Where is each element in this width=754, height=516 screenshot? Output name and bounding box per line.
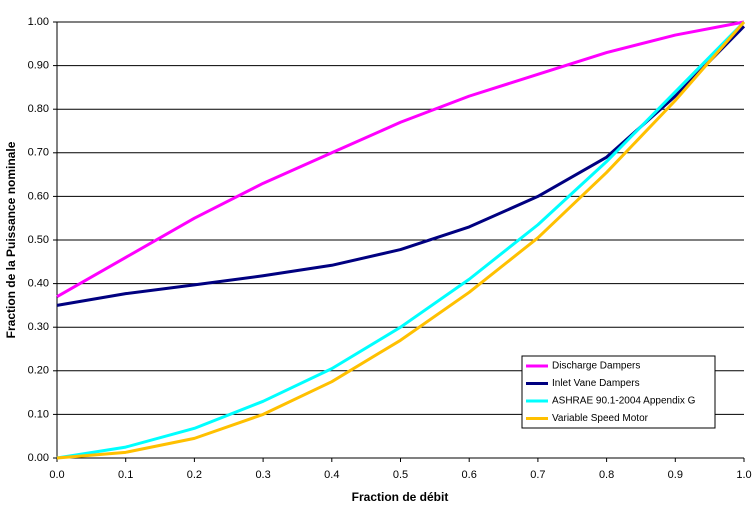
x-tick-label: 0.1 [118, 469, 133, 481]
y-tick-label: 1.00 [28, 16, 49, 28]
legend-box [521, 355, 716, 429]
legend-label: Discharge Dampers [552, 361, 640, 372]
legend-label: ASHRAE 90.1-2004 Appendix G [552, 396, 696, 407]
x-tick-label: 0.8 [599, 469, 614, 481]
x-tick-label: 0.9 [668, 469, 683, 481]
x-tick-label: 0.0 [49, 469, 64, 481]
x-axis-title: Fraction de débit [352, 490, 449, 504]
y-tick-label: 0.50 [28, 234, 49, 246]
x-tick-label: 1.0 [736, 469, 751, 481]
y-tick-label: 0.40 [28, 278, 49, 290]
series-line [56, 25, 746, 307]
y-tick-label: 0.60 [28, 190, 49, 202]
y-tick-label: 0.90 [28, 60, 49, 72]
y-tick-label: 0.00 [28, 452, 49, 464]
x-tick-label: 0.6 [462, 469, 477, 481]
x-tick-label: 0.4 [324, 469, 339, 481]
y-axis-title: Fraction de la Puissance nominale [4, 141, 18, 338]
y-tick-label: 0.20 [28, 365, 49, 377]
x-tick-label: 0.3 [255, 469, 270, 481]
y-tick-label: 0.70 [28, 147, 49, 159]
y-tick-label: 0.30 [28, 321, 49, 333]
series-line [56, 21, 746, 460]
y-tick-label: 0.80 [28, 103, 49, 115]
series-line [56, 20, 745, 298]
x-tick-label: 0.7 [530, 469, 545, 481]
y-tick-label: 0.10 [28, 408, 49, 420]
legend-label: Inlet Vane Dampers [552, 378, 640, 389]
x-tick-label: 0.2 [187, 469, 202, 481]
series-line [56, 20, 746, 460]
x-tick-label: 0.5 [393, 469, 408, 481]
legend-label: Variable Speed Motor [552, 413, 649, 424]
